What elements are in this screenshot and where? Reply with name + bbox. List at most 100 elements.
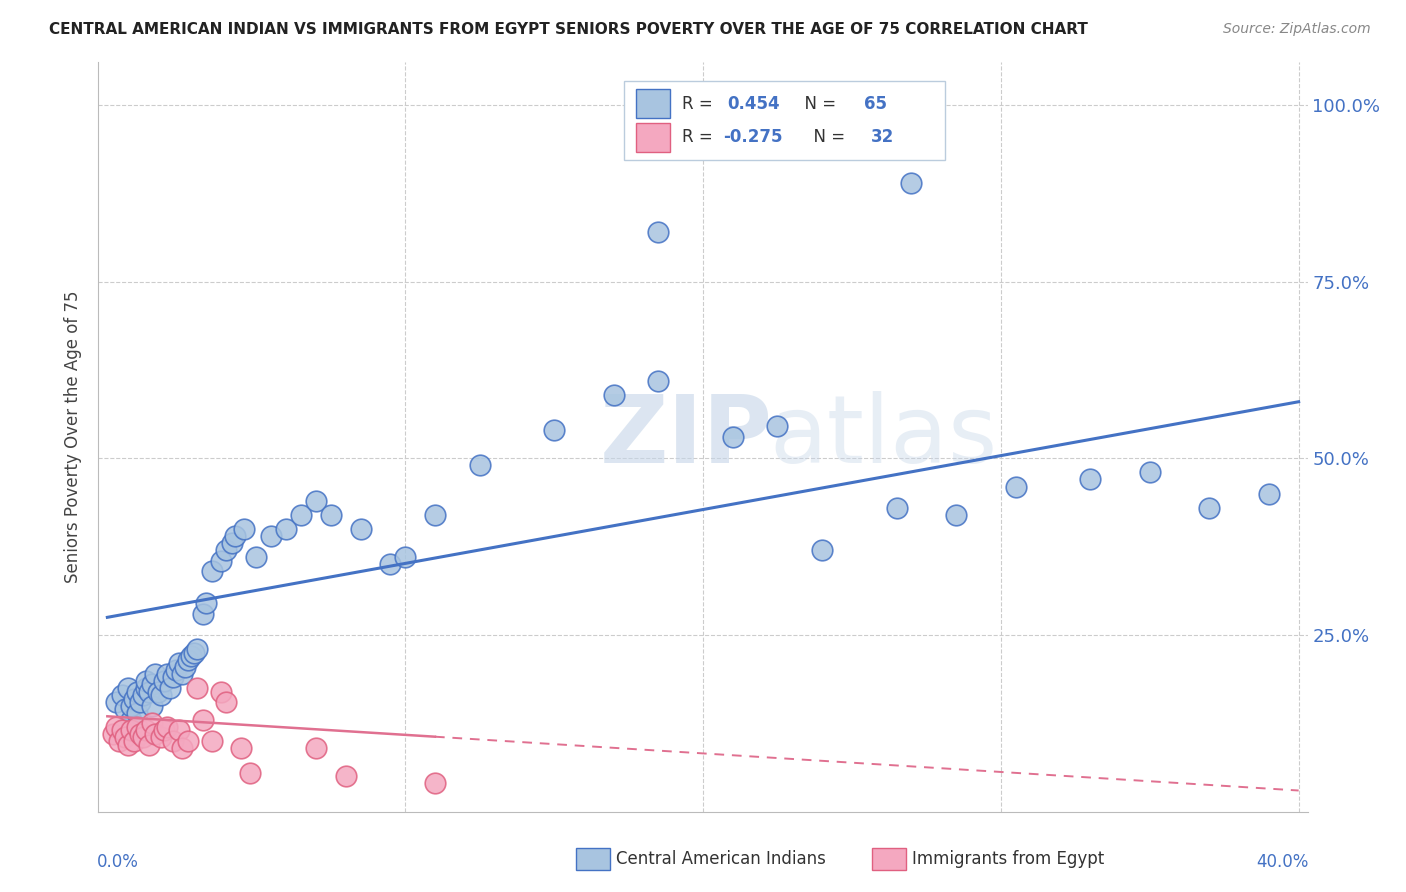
Point xyxy=(1004,479,1026,493)
Point xyxy=(215,695,238,709)
Text: Central American Indians: Central American Indians xyxy=(616,850,825,868)
Point xyxy=(117,738,139,752)
Point xyxy=(647,225,669,239)
Point xyxy=(186,681,208,695)
Point xyxy=(215,543,238,558)
Point xyxy=(221,536,243,550)
Point xyxy=(156,666,179,681)
Text: N =: N = xyxy=(803,128,851,146)
Point xyxy=(173,660,195,674)
Point xyxy=(149,688,172,702)
Point xyxy=(186,642,208,657)
Point xyxy=(1078,473,1101,487)
Point xyxy=(290,508,312,522)
Point xyxy=(191,713,214,727)
Point xyxy=(162,670,184,684)
Point xyxy=(141,698,163,713)
Text: R =: R = xyxy=(682,95,718,112)
Point xyxy=(141,677,163,691)
Point xyxy=(1257,486,1279,500)
Point xyxy=(132,688,155,702)
Point xyxy=(423,508,446,522)
Point xyxy=(766,419,789,434)
Point xyxy=(319,508,342,522)
Point xyxy=(143,727,166,741)
Point xyxy=(146,684,169,698)
Point xyxy=(900,176,922,190)
Text: 40.0%: 40.0% xyxy=(1257,853,1309,871)
FancyBboxPatch shape xyxy=(624,81,945,160)
Point xyxy=(886,500,908,515)
Point xyxy=(191,607,214,621)
Point xyxy=(1198,500,1220,515)
Point xyxy=(335,769,357,783)
Point xyxy=(167,657,190,671)
Point xyxy=(122,691,145,706)
Text: ZIP: ZIP xyxy=(600,391,773,483)
Point xyxy=(209,554,232,568)
Point xyxy=(423,776,446,790)
Point xyxy=(811,543,834,558)
Point xyxy=(156,720,179,734)
Point xyxy=(138,684,160,698)
Point xyxy=(209,684,232,698)
Point xyxy=(114,702,136,716)
Point xyxy=(120,713,142,727)
Point xyxy=(1139,466,1161,480)
Point xyxy=(231,741,253,756)
Point xyxy=(945,508,967,522)
Point xyxy=(200,734,222,748)
Text: N =: N = xyxy=(793,95,841,112)
Point xyxy=(180,649,202,664)
Point xyxy=(721,430,744,444)
Point xyxy=(194,596,217,610)
Text: Immigrants from Egypt: Immigrants from Egypt xyxy=(912,850,1105,868)
Point xyxy=(305,741,328,756)
Point xyxy=(127,720,149,734)
Point xyxy=(111,723,134,738)
Text: 32: 32 xyxy=(872,128,894,146)
Point xyxy=(162,734,184,748)
Point xyxy=(103,727,125,741)
Point xyxy=(647,374,669,388)
Point xyxy=(114,731,136,745)
Point xyxy=(183,646,205,660)
Point xyxy=(170,741,193,756)
Point xyxy=(149,731,172,745)
Point xyxy=(143,666,166,681)
Point xyxy=(170,666,193,681)
Point xyxy=(165,664,187,678)
Point xyxy=(127,706,149,720)
Point xyxy=(239,765,262,780)
Point xyxy=(274,522,297,536)
Text: CENTRAL AMERICAN INDIAN VS IMMIGRANTS FROM EGYPT SENIORS POVERTY OVER THE AGE OF: CENTRAL AMERICAN INDIAN VS IMMIGRANTS FR… xyxy=(49,22,1088,37)
FancyBboxPatch shape xyxy=(637,123,671,152)
Point xyxy=(153,673,176,688)
Point xyxy=(122,734,145,748)
Point xyxy=(141,716,163,731)
Point xyxy=(177,734,200,748)
Point xyxy=(349,522,371,536)
Point xyxy=(105,720,128,734)
Text: atlas: atlas xyxy=(769,391,998,483)
FancyBboxPatch shape xyxy=(576,847,610,871)
Point xyxy=(245,550,267,565)
Point xyxy=(602,387,624,401)
Point xyxy=(117,681,139,695)
Point xyxy=(468,458,491,473)
Point xyxy=(260,529,283,543)
Point xyxy=(394,550,416,565)
Text: 0.0%: 0.0% xyxy=(97,853,139,871)
Point xyxy=(135,681,157,695)
Point xyxy=(159,681,181,695)
Point xyxy=(305,493,328,508)
Text: 0.454: 0.454 xyxy=(727,95,780,112)
Point xyxy=(111,688,134,702)
Point xyxy=(108,734,131,748)
Text: R =: R = xyxy=(682,128,718,146)
Point xyxy=(224,529,246,543)
FancyBboxPatch shape xyxy=(637,89,671,118)
Point xyxy=(138,738,160,752)
Point xyxy=(127,684,149,698)
Point xyxy=(177,653,200,667)
